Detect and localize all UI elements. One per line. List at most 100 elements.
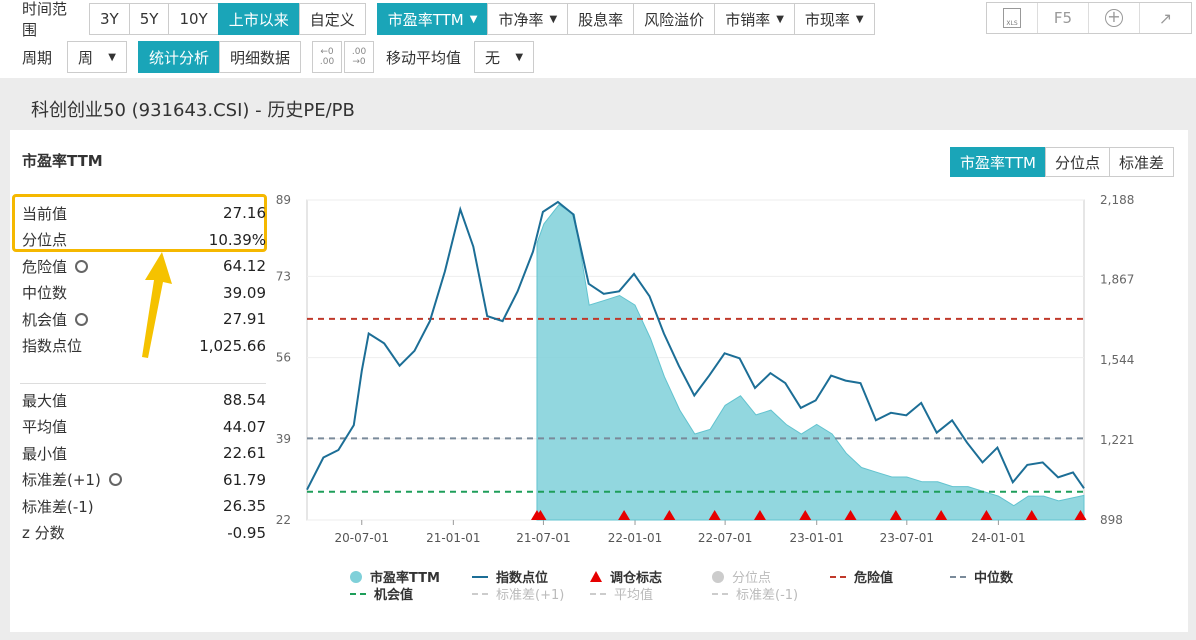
rebalance-marker: [1025, 510, 1038, 520]
stat-label-text: 平均值: [22, 418, 68, 437]
y-left-tick: 39: [276, 432, 291, 446]
x-tick-label: 22-07-01: [698, 531, 752, 545]
rebalance-marker: [708, 510, 721, 520]
x-tick-label: 23-07-01: [880, 531, 934, 545]
legend-label: 机会值: [374, 588, 414, 603]
metric-pb-dropdown[interactable]: 市净率 ▼: [487, 3, 569, 35]
metric-pcf-label: 市现率: [804, 10, 850, 29]
stat-label: 最大值: [22, 390, 67, 411]
toolbar-row-1: 时间范围 3Y 5Y 10Y 上市以来 自定义 市盈率TTM ▼ 市净率 ▼ 股息率…: [0, 0, 875, 39]
stat-row: 标准差(-1) 26.35: [20, 493, 266, 520]
rebalance-marker: [799, 510, 812, 520]
range-5y-button[interactable]: 5Y: [128, 3, 170, 35]
stat-value: 44.07: [223, 417, 266, 436]
metric-ps-label: 市销率: [725, 10, 771, 29]
range-label: 时间范围: [22, 0, 68, 39]
legend-item[interactable]: 危险值: [830, 567, 893, 586]
stat-label: 标准差(+1): [22, 469, 122, 490]
x-tick-label: 21-01-01: [426, 531, 480, 545]
y-left-tick: 89: [276, 193, 291, 207]
y-right-tick: 1,867: [1100, 273, 1134, 287]
stat-label: 分位点: [22, 229, 67, 250]
chevron-down-icon: ▼: [108, 51, 116, 63]
rebalance-marker: [980, 510, 993, 520]
metric-dividend-button[interactable]: 股息率: [567, 3, 635, 35]
stat-value: 64.12: [223, 257, 266, 276]
stat-label: z 分数: [22, 522, 65, 543]
stat-value: 26.35: [223, 497, 266, 516]
gear-icon[interactable]: [75, 259, 89, 273]
legend-item[interactable]: 中位数: [950, 567, 1013, 586]
stat-row: 标准差(+1) 61.79: [20, 467, 266, 494]
chevron-down-icon: ▼: [549, 13, 558, 25]
rebalance-marker: [844, 510, 857, 520]
stat-label-text: 标准差(+1): [22, 471, 101, 490]
stat-row: 危险值 64.12: [20, 253, 266, 280]
stat-label-text: 中位数: [22, 284, 68, 303]
chart-mode-tabs: 市盈率TTM 分位点 标准差: [949, 147, 1174, 177]
series-pe-ttm-area: [536, 204, 1085, 521]
decimal-decrease-button[interactable]: ←0.00: [312, 41, 343, 73]
stat-value: 27.16: [223, 204, 266, 223]
refresh-f5-button[interactable]: F5: [1038, 3, 1089, 33]
rebalance-marker: [618, 510, 631, 520]
legend-item[interactable]: 机会值: [350, 584, 413, 603]
range-custom-button[interactable]: 自定义: [298, 3, 366, 35]
stat-value: 39.09: [223, 283, 266, 302]
x-tick-label: 21-07-01: [516, 531, 570, 545]
stat-label: 指数点位: [22, 335, 82, 356]
tab-detail-data[interactable]: 明细数据: [219, 41, 302, 73]
range-10y-button[interactable]: 10Y: [168, 3, 219, 35]
stat-row: 当前值 27.16: [20, 200, 266, 227]
stats-bottom-group: 最大值 88.54 平均值 44.07 最小值 22.61 标准差(+1) 61.79 标准差(…: [20, 387, 266, 546]
pe-chart: 89 73 56 39 22 2,188 1,867 1,544 1,221 898 20-07-0…: [276, 193, 1135, 545]
annotation-arrow: [142, 252, 172, 358]
stat-label-text: 指数点位: [22, 337, 83, 356]
range-since-listing-button[interactable]: 上市以来: [217, 3, 300, 35]
tab-statistics[interactable]: 统计分析: [138, 41, 221, 73]
legend-item[interactable]: 市盈率TTM: [350, 567, 440, 586]
decimal-increase-button[interactable]: .00 →0: [344, 41, 375, 73]
legend-item[interactable]: 标准差(+1): [472, 584, 564, 603]
range-3y-button[interactable]: 3Y: [89, 3, 130, 35]
period-value: 周: [78, 48, 94, 67]
add-button[interactable]: +: [1089, 3, 1140, 33]
rebalance-marker: [753, 510, 766, 520]
period-dropdown[interactable]: 周 ▼: [67, 41, 127, 73]
legend-item[interactable]: 平均值: [590, 584, 653, 603]
tool-buttons: XLS F5 + ↗: [986, 2, 1192, 34]
stat-row: 最小值 22.61: [20, 440, 266, 467]
title-bar: 科创创业50 (931643.CSI) - 历史PE/PB: [0, 80, 1196, 130]
tab-std-dev[interactable]: 标准差: [1108, 147, 1174, 177]
legend-item[interactable]: 调仓标志: [590, 567, 662, 586]
legend-item[interactable]: 分位点: [712, 567, 771, 586]
chevron-down-icon: ▼: [776, 13, 784, 25]
gear-icon[interactable]: [75, 312, 89, 326]
legend-item[interactable]: 指数点位: [472, 567, 548, 586]
gear-icon[interactable]: [108, 473, 122, 487]
decimal-decrease-icon: ←0.00: [319, 47, 335, 67]
legend-label: 分位点: [732, 571, 772, 586]
y-right-tick: 898: [1100, 513, 1123, 527]
legend-item[interactable]: 标准差(-1): [712, 584, 798, 603]
legend-label: 指数点位: [496, 571, 549, 586]
legend-label: 调仓标志: [610, 571, 663, 586]
open-external-button[interactable]: ↗: [1140, 3, 1191, 33]
export-xls-button[interactable]: XLS: [987, 3, 1038, 33]
metric-risk-premium-button[interactable]: 风险溢价: [633, 3, 716, 35]
metric-pcf-dropdown[interactable]: 市现率 ▼: [793, 3, 875, 35]
metric-ps-dropdown[interactable]: 市销率 ▼: [714, 3, 795, 35]
metric-pe-dropdown[interactable]: 市盈率TTM ▼: [376, 3, 489, 35]
stat-label-text: 危险值: [22, 257, 68, 276]
toolbar: 时间范围 3Y 5Y 10Y 上市以来 自定义 市盈率TTM ▼ 市净率 ▼ 股息率…: [0, 0, 1196, 78]
chevron-down-icon: ▼: [855, 13, 864, 25]
tab-pe-ttm[interactable]: 市盈率TTM: [949, 147, 1046, 177]
legend-label: 平均值: [614, 588, 654, 603]
tab-percentile[interactable]: 分位点: [1044, 147, 1110, 177]
stat-row: 机会值 27.91: [20, 306, 266, 333]
plus-circle-icon: +: [1105, 9, 1123, 27]
legend-label: 危险值: [854, 571, 894, 586]
ma-dropdown[interactable]: 无 ▼: [474, 41, 535, 73]
chevron-down-icon: ▼: [515, 51, 524, 63]
xls-icon: XLS: [1003, 8, 1021, 28]
